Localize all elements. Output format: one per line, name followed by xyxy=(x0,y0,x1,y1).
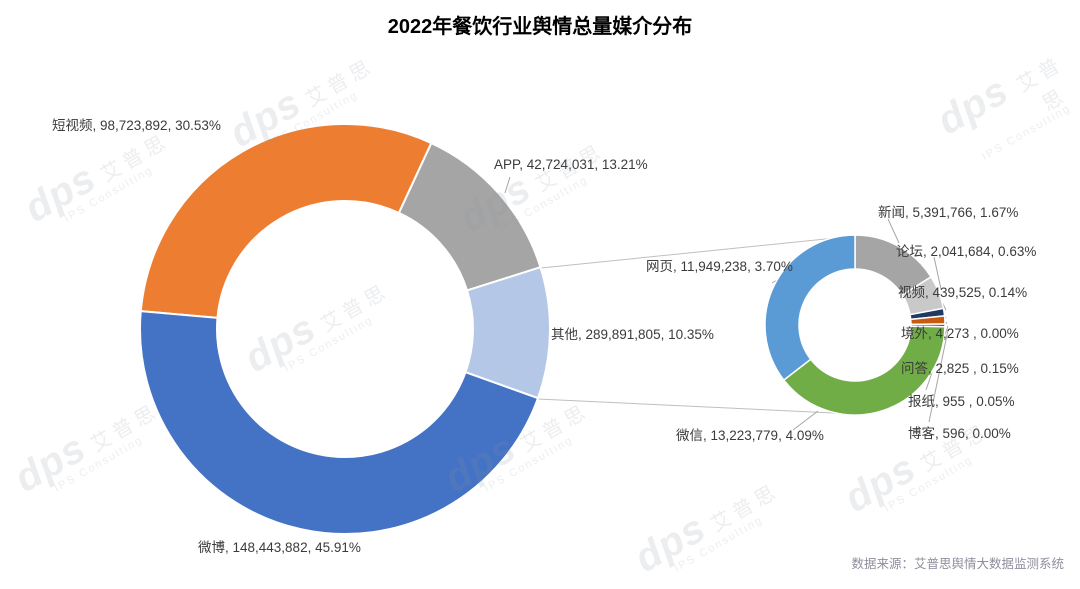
label-webpage: 网页, 11,949,238, 3.70% xyxy=(646,259,793,274)
data-source-note: 数据来源：艾普思舆情大数据监测系统 xyxy=(851,557,1064,571)
label-video: 视频, 439,525, 0.14% xyxy=(898,285,1028,300)
news-leader-line xyxy=(887,218,900,244)
label-newspaper: 报纸, 955 , 0.05% xyxy=(908,394,1015,409)
chart-title: 2022年餐饮行业舆情总量媒介分布 xyxy=(387,16,693,38)
label-short-video: 短视频, 98,723,892, 30.53% xyxy=(52,118,221,133)
breakdown-donut-chart xyxy=(764,234,946,416)
main-donut-chart xyxy=(139,123,551,535)
label-blog: 博客, 596, 0.00% xyxy=(908,426,1011,441)
label-weibo: 微博, 148,443,882, 45.91% xyxy=(198,540,361,555)
series-connector-line-bottom xyxy=(537,398,856,415)
label-overseas: 境外, 4,273 , 0.00% xyxy=(901,326,1019,341)
label-news: 新闻, 5,391,766, 1.67% xyxy=(878,205,1019,220)
slice-short-video xyxy=(139,123,433,319)
slice-weibo xyxy=(139,310,539,535)
app-leader-line xyxy=(504,176,511,194)
label-app: APP, 42,724,031, 13.21% xyxy=(494,157,648,172)
label-wechat: 微信, 13,223,779, 4.09% xyxy=(676,428,824,443)
forum-leader-line xyxy=(933,256,942,290)
slice-wechat xyxy=(783,325,946,416)
label-qa: 问答, 2,825 , 0.15% xyxy=(901,361,1019,376)
slice-webpage xyxy=(764,234,856,381)
label-other: 其他, 289,891,805, 10.35% xyxy=(551,327,714,342)
series-connector-line-top xyxy=(540,235,856,269)
blog-leader-line xyxy=(928,329,949,423)
label-forum: 论坛, 2,041,684, 0.63% xyxy=(896,244,1037,259)
wechat-leader-line xyxy=(792,410,819,431)
